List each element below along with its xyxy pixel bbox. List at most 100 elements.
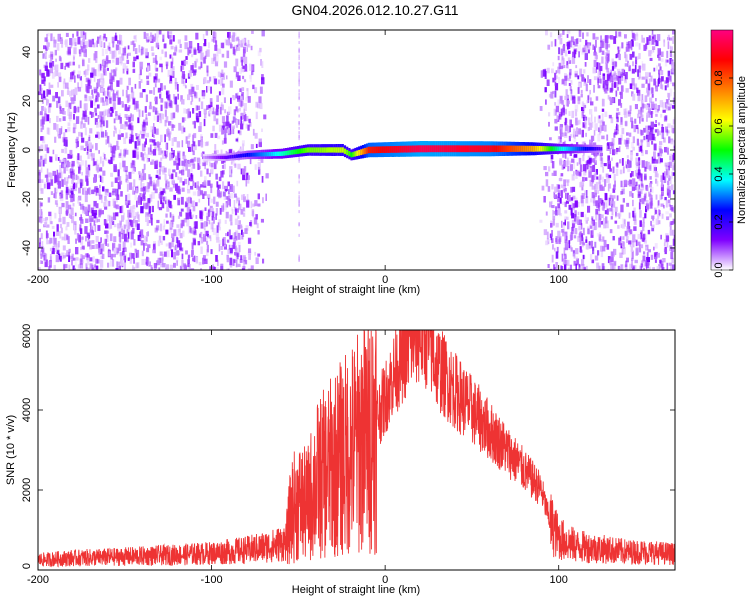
noise-cell	[130, 162, 133, 169]
noise-cell	[231, 208, 234, 214]
noise-cell	[77, 153, 80, 160]
noise-cell	[587, 117, 591, 126]
noise-cell	[102, 100, 105, 106]
noise-cell	[601, 108, 605, 112]
noise-cell	[298, 61, 300, 65]
noise-cell	[631, 193, 634, 198]
noise-cell	[132, 219, 135, 224]
noise-cell	[67, 236, 70, 244]
noise-cell	[120, 255, 123, 264]
noise-cell	[247, 178, 250, 184]
noise-cell	[567, 160, 572, 165]
noise-cell	[644, 166, 647, 172]
noise-cell	[258, 138, 262, 143]
noise-cell	[566, 34, 569, 38]
signal-cell	[240, 153, 243, 158]
noise-cell	[118, 113, 122, 118]
noise-cell	[229, 199, 231, 207]
noise-cell	[667, 34, 670, 40]
noise-cell	[174, 96, 178, 105]
noise-cell	[154, 79, 157, 85]
noise-cell	[568, 135, 571, 142]
noise-cell	[573, 161, 576, 170]
noise-cell	[95, 163, 98, 171]
noise-cell	[176, 141, 181, 148]
noise-cell	[44, 37, 48, 42]
signal-cell	[309, 147, 312, 153]
noise-cell	[38, 172, 41, 180]
noise-cell	[96, 243, 99, 249]
noise-cell	[65, 181, 68, 187]
noise-cell	[112, 101, 116, 109]
noise-cell	[644, 95, 648, 102]
noise-cell	[84, 195, 88, 203]
noise-cell	[552, 77, 555, 83]
noise-cell	[582, 254, 585, 260]
noise-cell	[183, 155, 187, 161]
signal-cell	[449, 145, 452, 153]
noise-cell	[155, 225, 160, 231]
signal-cell	[548, 146, 551, 152]
noise-cell	[122, 62, 126, 70]
noise-cell	[59, 165, 62, 173]
noise-cell	[44, 256, 47, 263]
noise-cell	[153, 246, 156, 254]
noise-cell	[188, 177, 191, 181]
noise-cell	[600, 78, 602, 84]
noise-cell	[613, 132, 616, 138]
noise-cell	[167, 31, 170, 38]
noise-cell	[124, 262, 126, 270]
noise-cell	[243, 196, 246, 203]
noise-cell	[633, 124, 637, 133]
noise-cell	[600, 125, 604, 131]
noise-cell	[601, 135, 605, 140]
noise-cell	[96, 104, 100, 109]
signal-cell	[526, 145, 529, 152]
signal-cell	[225, 155, 228, 160]
noise-cell	[54, 154, 58, 158]
noise-cell	[658, 130, 661, 136]
noise-cell	[563, 79, 567, 86]
noise-cell	[653, 67, 656, 72]
noise-cell	[87, 236, 90, 243]
noise-cell	[64, 129, 68, 133]
noise-cell	[667, 82, 669, 87]
noise-cell	[215, 118, 219, 125]
noise-cell	[672, 82, 675, 87]
noise-cell	[214, 56, 216, 61]
noise-cell	[146, 80, 150, 85]
noise-cell	[566, 179, 570, 183]
noise-cell	[667, 99, 670, 105]
noise-cell	[241, 235, 244, 240]
signal-cell	[433, 145, 436, 153]
noise-cell	[647, 125, 651, 130]
noise-cell	[571, 174, 575, 181]
signal-cell	[315, 147, 318, 153]
noise-cell	[582, 269, 586, 270]
noise-cell	[141, 259, 145, 265]
noise-cell	[99, 259, 104, 268]
noise-cell	[229, 130, 232, 135]
noise-cell	[88, 136, 91, 142]
noise-cell	[655, 40, 659, 47]
noise-cell	[136, 200, 138, 208]
noise-cell	[251, 71, 254, 76]
noise-cell	[43, 79, 46, 86]
noise-cell	[643, 195, 646, 201]
noise-cell	[87, 153, 91, 159]
noise-cell	[203, 57, 206, 64]
noise-cell	[66, 234, 69, 240]
noise-cell	[557, 192, 560, 198]
noise-cell	[165, 200, 167, 204]
signal-cell	[219, 155, 222, 159]
noise-cell	[90, 77, 92, 82]
noise-cell	[56, 223, 59, 231]
noise-cell	[236, 47, 241, 51]
noise-cell	[224, 219, 227, 224]
noise-cell	[101, 243, 105, 252]
noise-cell	[177, 240, 181, 248]
noise-cell	[586, 100, 589, 104]
noise-cell	[147, 202, 150, 209]
noise-cell	[595, 169, 598, 175]
noise-cell	[83, 45, 87, 53]
